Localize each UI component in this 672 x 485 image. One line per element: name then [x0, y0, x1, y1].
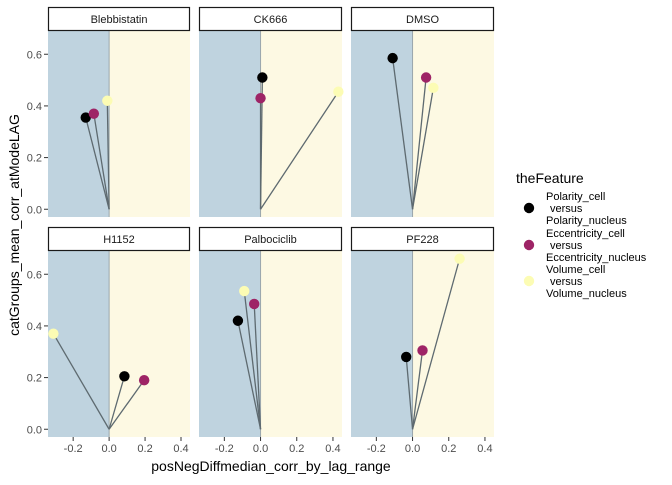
segment-3-0 — [108, 376, 126, 430]
point-1-2 — [333, 86, 344, 97]
legend-label-1-1: versus — [550, 240, 583, 252]
x-tick-label-4-2: 0.2 — [289, 443, 304, 455]
segment-5-2 — [411, 258, 461, 430]
point-1-1 — [255, 92, 266, 104]
segment-4-1 — [253, 303, 262, 430]
y-axis-label: catGroups_mean_corr_atModeLAG — [6, 114, 22, 336]
point-0-2 — [102, 95, 113, 106]
y-tick-label-3-1: 0.2 — [27, 373, 42, 385]
legend-label-2-1: versus — [550, 276, 583, 288]
segment-4-0 — [237, 320, 262, 430]
facet-strip-3 — [47, 226, 191, 252]
facet-title-2: DMSO — [406, 14, 439, 26]
legend-label-2-2: Volume_nucleus — [546, 288, 627, 300]
point-5-2 — [454, 253, 465, 264]
negative-region-1 — [199, 31, 261, 217]
x-tick-label-4-1: 0.0 — [253, 443, 268, 455]
point-0-1 — [88, 108, 100, 119]
legend-key-2 — [523, 275, 535, 287]
negative-region-3 — [48, 251, 110, 437]
facet-title-5: PF228 — [406, 234, 438, 246]
y-tick-label-3-2: 0.4 — [27, 321, 42, 333]
x-tick-label-3-0: -0.2 — [64, 443, 83, 455]
segment-1-2 — [260, 91, 339, 210]
segment-3-2 — [52, 333, 110, 430]
negative-region-2 — [351, 31, 413, 217]
facet-title-0: Blebbistatin — [91, 14, 148, 26]
point-4-0 — [232, 315, 244, 326]
point-3-1 — [138, 374, 150, 386]
facet-title-3: H1152 — [103, 234, 135, 246]
point-4-2 — [239, 285, 250, 297]
facet-strip-5 — [350, 226, 495, 252]
segment-0-0 — [85, 117, 110, 210]
x-axis-label: posNegDiffmedian_corr_by_lag_range — [151, 458, 391, 474]
y-tick-label-3-0: 0.0 — [27, 424, 42, 436]
segment-4-2 — [243, 290, 262, 430]
negative-region-0 — [48, 31, 110, 217]
point-2-0 — [387, 52, 398, 64]
x-tick-label-4-3: 0.4 — [325, 443, 340, 455]
point-5-0 — [401, 351, 412, 363]
facet-title-1: CK666 — [254, 14, 288, 26]
legend-title: theFeature — [516, 170, 584, 186]
x-tick-label-3-3: 0.4 — [173, 443, 188, 455]
segment-0-1 — [93, 113, 110, 210]
x-tick-label-4-0: -0.2 — [215, 443, 234, 455]
legend-label-1-2: Eccentricity_nucleus — [546, 252, 647, 264]
segment-2-1 — [411, 77, 427, 210]
legend-label-0-0: Polarity_cell — [546, 191, 605, 203]
x-tick-label-3-1: 0.0 — [101, 443, 116, 455]
legend: theFeature Polarity_cellversusPolarity_n… — [516, 170, 647, 300]
y-tick-label-0-1: 0.2 — [27, 153, 42, 165]
point-2-2 — [428, 82, 439, 94]
positive-region-0 — [109, 31, 190, 217]
point-3-0 — [119, 371, 130, 382]
legend-key-1 — [523, 239, 535, 251]
segment-3-1 — [108, 379, 145, 430]
legend-label-1-0: Eccentricity_cell — [546, 228, 625, 240]
point-4-1 — [249, 298, 260, 310]
facet-strip-0 — [47, 6, 191, 32]
segment-5-1 — [411, 350, 424, 430]
legend-label-0-2: Polarity_nucleus — [546, 215, 627, 227]
segment-0-2 — [106, 100, 110, 210]
facet-strip-2 — [350, 6, 495, 32]
positive-region-5 — [412, 251, 494, 437]
point-3-2 — [48, 328, 59, 339]
legend-label-0-1: versus — [550, 203, 583, 215]
x-tick-label-3-2: 0.2 — [137, 443, 152, 455]
legend-label-2-0: Volume_cell — [546, 264, 605, 276]
x-tick-label-5-0: -0.2 — [367, 443, 386, 455]
facet-title-4: Palbociclib — [244, 234, 297, 246]
negative-region-5 — [351, 251, 413, 437]
y-tick-label-0-3: 0.6 — [27, 49, 42, 61]
positive-region-1 — [260, 31, 342, 217]
segment-5-0 — [405, 356, 414, 430]
y-tick-label-0-0: 0.0 — [27, 204, 42, 216]
y-tick-label-3-3: 0.6 — [27, 269, 42, 281]
negative-region-4 — [199, 251, 261, 437]
y-tick-label-0-2: 0.4 — [27, 101, 42, 113]
x-tick-label-5-2: 0.2 — [441, 443, 456, 455]
facet-strip-4 — [198, 226, 343, 252]
point-5-1 — [417, 345, 428, 356]
point-2-1 — [420, 72, 432, 83]
segment-2-0 — [391, 58, 414, 210]
point-0-0 — [80, 112, 91, 123]
point-1-0 — [257, 72, 268, 83]
x-tick-label-5-3: 0.4 — [477, 443, 492, 455]
segment-2-2 — [411, 87, 435, 210]
positive-region-3 — [109, 251, 190, 437]
positive-region-4 — [260, 251, 342, 437]
x-tick-label-5-1: 0.0 — [405, 443, 420, 455]
facet-strip-1 — [198, 6, 343, 32]
positive-region-2 — [412, 31, 494, 217]
legend-key-0 — [523, 202, 535, 214]
